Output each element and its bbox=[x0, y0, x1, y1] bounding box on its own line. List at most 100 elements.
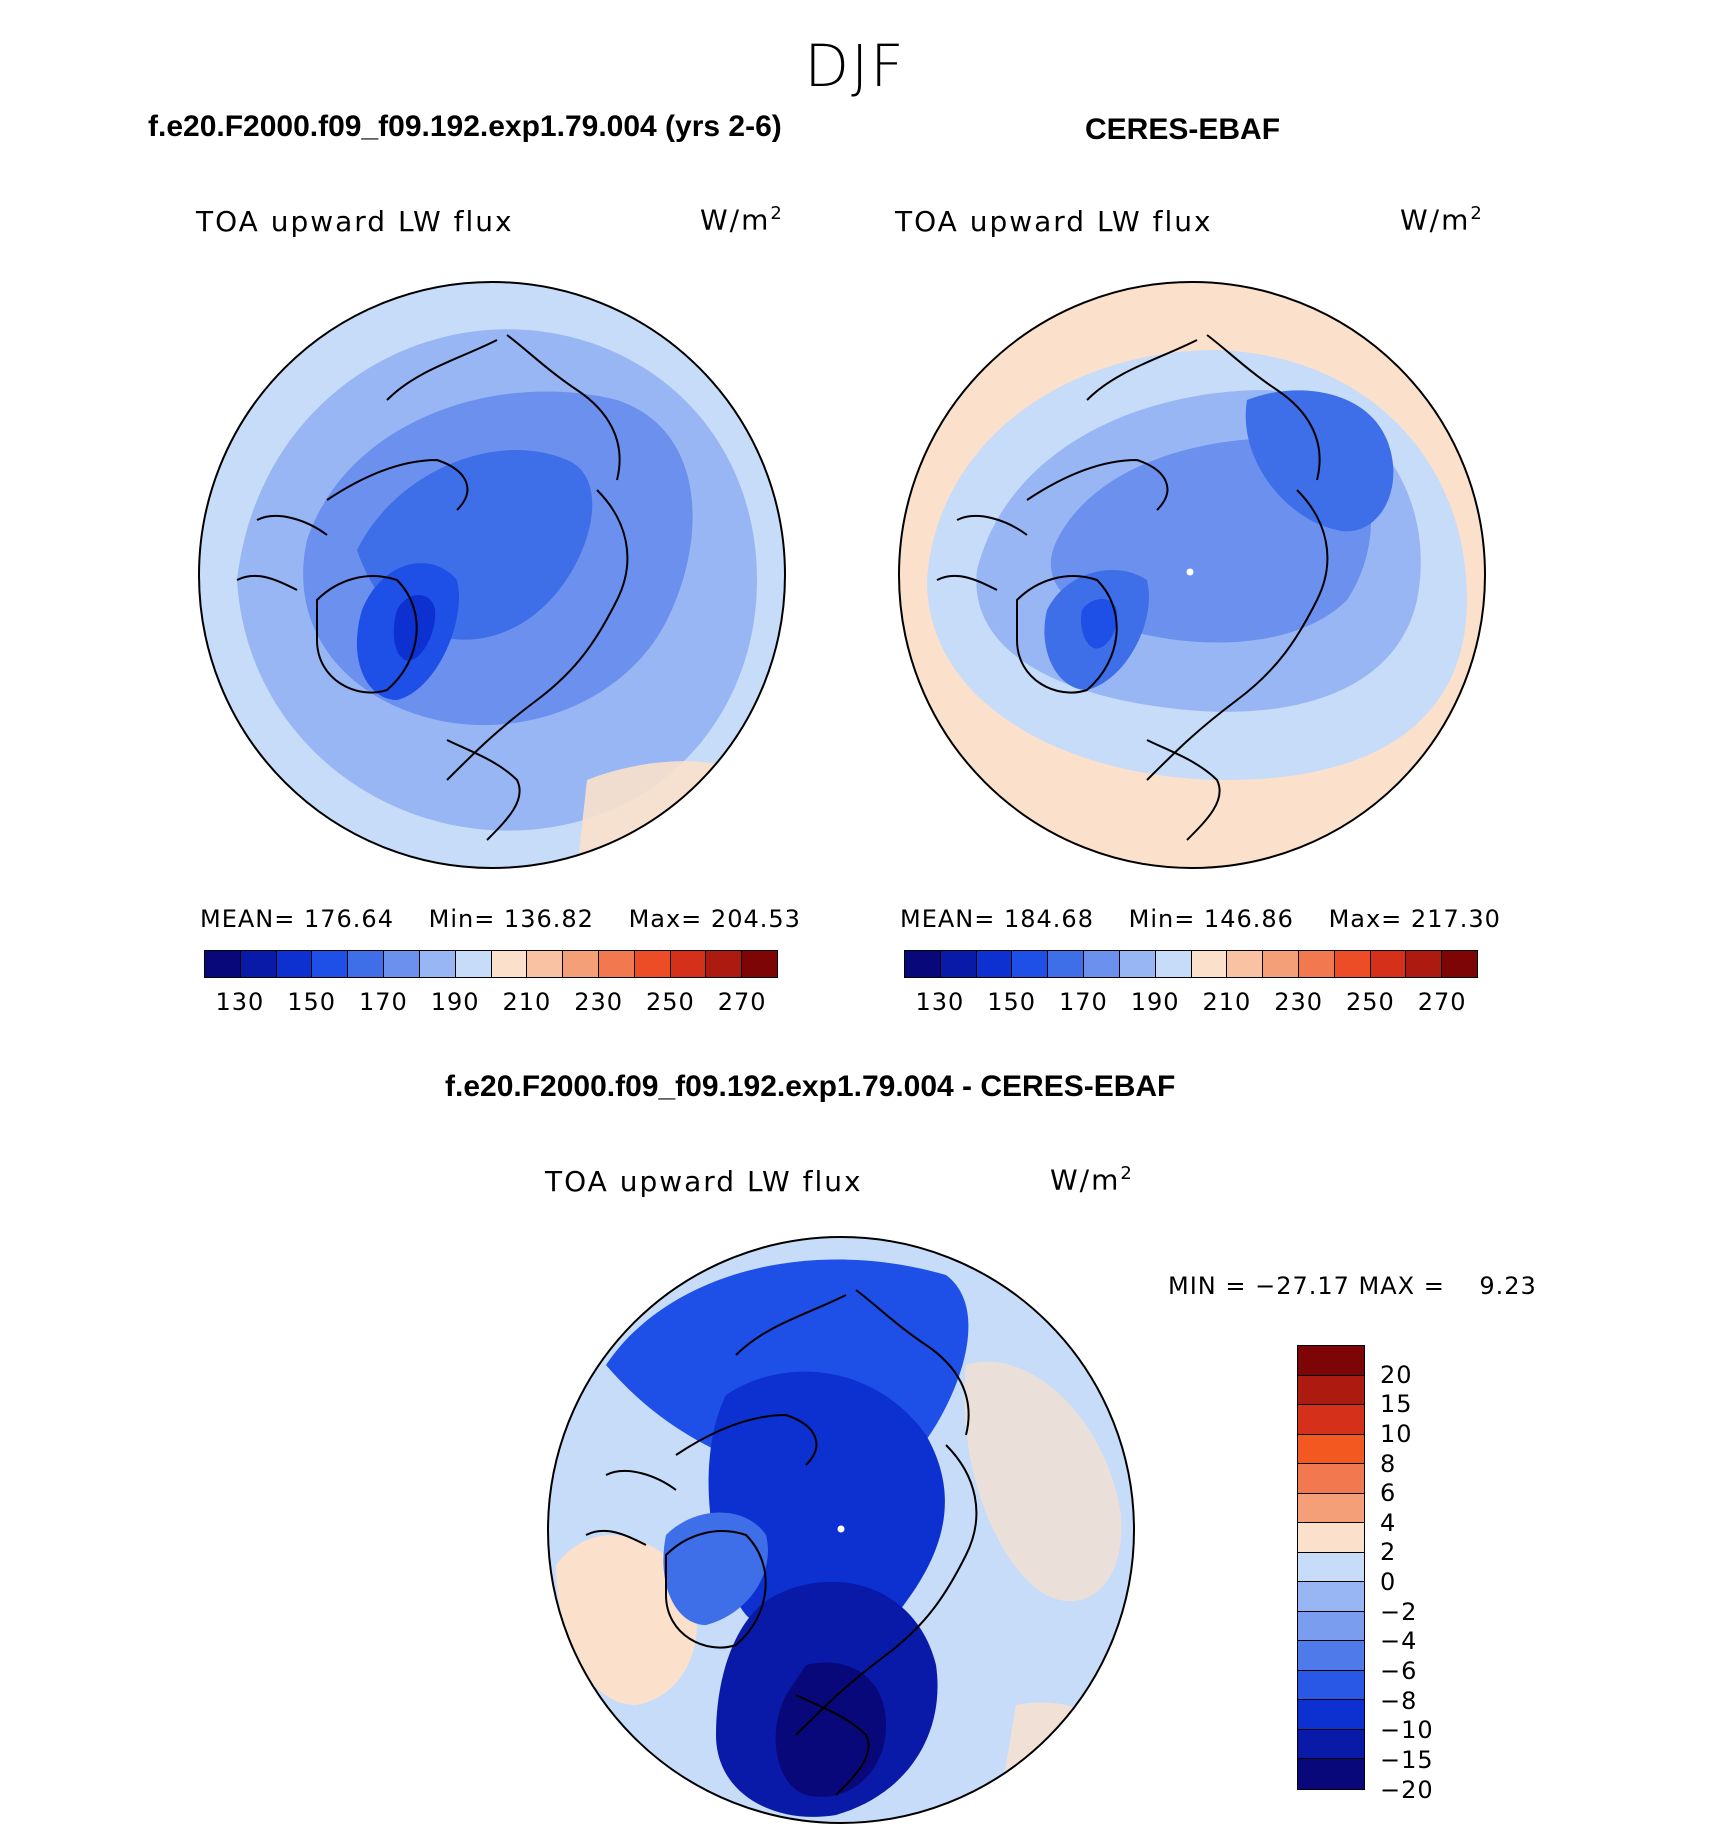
colorbar-tick-label: 2 bbox=[1380, 1538, 1397, 1567]
colorbar-tick-label: 190 bbox=[430, 988, 480, 1016]
colorbar-swatch bbox=[1298, 1729, 1364, 1759]
colorbar-swatch bbox=[1298, 1670, 1364, 1700]
colorbar-swatch bbox=[491, 951, 528, 977]
colorbar-swatch bbox=[1298, 1493, 1364, 1523]
obs-polar-map bbox=[897, 280, 1487, 870]
colorbar-swatch bbox=[1298, 1700, 1364, 1730]
colorbar-swatch bbox=[1084, 951, 1120, 977]
obs-coastlines bbox=[936, 334, 1329, 841]
colorbar-swatch bbox=[634, 951, 671, 977]
model-stats: MEAN= 176.64 Min= 136.82 Max= 204.53 bbox=[200, 905, 827, 933]
colorbar-swatch bbox=[1263, 951, 1299, 977]
colorbar-tick-label: −8 bbox=[1380, 1686, 1418, 1715]
colorbar-tick-label: −20 bbox=[1380, 1775, 1434, 1804]
diff-minmax: MIN = −27.17 MAX = 9.23 bbox=[1168, 1272, 1537, 1300]
model-panel-title: f.e20.F2000.f09_f09.192.exp1.79.004 (yrs… bbox=[148, 110, 782, 143]
colorbar-swatch bbox=[1442, 951, 1477, 977]
colorbar-tick-label: −2 bbox=[1380, 1597, 1418, 1626]
colorbar-swatch bbox=[1298, 1641, 1364, 1671]
diff-pole-marker bbox=[837, 1525, 845, 1533]
diff-colorbar-ticks: 20 15 10 8 6 4 2 0 −2 −4 −6 −8 −10 −15 −20 bbox=[1380, 1345, 1460, 1804]
obs-map-boundary bbox=[898, 281, 1486, 869]
colorbar-tick-label: 230 bbox=[574, 988, 624, 1016]
colorbar-swatch bbox=[1298, 1346, 1364, 1376]
colorbar-tick-label: 190 bbox=[1130, 988, 1180, 1016]
obs-pole-marker bbox=[1186, 568, 1194, 576]
diff-units-base: W/m bbox=[1050, 1163, 1121, 1197]
model-max: Max= 204.53 bbox=[628, 905, 801, 933]
colorbar-tick-label: −10 bbox=[1380, 1716, 1434, 1745]
colorbar-swatch bbox=[1334, 951, 1371, 977]
diff-colorbar bbox=[1297, 1345, 1365, 1790]
colorbar-tick-label: −6 bbox=[1380, 1656, 1418, 1685]
colorbar-swatch bbox=[940, 951, 977, 977]
colorbar-tick-label: 270 bbox=[717, 988, 767, 1016]
obs-mean: MEAN= 184.68 bbox=[900, 905, 1094, 933]
obs-map-svg bbox=[898, 281, 1486, 869]
obs-min: Min= 146.86 bbox=[1128, 905, 1294, 933]
colorbar-swatch bbox=[905, 951, 941, 977]
colorbar-swatch bbox=[419, 951, 456, 977]
colorbar-tick-label: 130 bbox=[915, 988, 965, 1016]
colorbar-tick-label: 250 bbox=[645, 988, 695, 1016]
colorbar-swatch bbox=[1191, 951, 1228, 977]
diff-field-warm-west bbox=[556, 1535, 697, 1705]
colorbar-tick-label: 270 bbox=[1417, 988, 1467, 1016]
model-coastlines bbox=[236, 334, 629, 841]
colorbar-tick-label: 8 bbox=[1380, 1449, 1397, 1478]
diff-map-boundary bbox=[547, 1236, 1135, 1824]
obs-variable-label: TOA upward LW flux bbox=[895, 205, 1213, 238]
colorbar-swatch bbox=[1298, 1523, 1364, 1553]
colorbar-tick-label: 0 bbox=[1380, 1568, 1397, 1597]
diff-field-min-core bbox=[775, 1662, 886, 1797]
colorbar-tick-label: 4 bbox=[1380, 1508, 1397, 1537]
colorbar-tick-label: 130 bbox=[215, 988, 265, 1016]
colorbar-tick-label: 20 bbox=[1380, 1360, 1413, 1389]
model-map-boundary bbox=[198, 281, 786, 869]
obs-colorbar-ticks: 130 150 170 190 210 230 250 270 bbox=[904, 988, 1478, 1018]
model-field-warm-patch bbox=[577, 761, 757, 868]
colorbar-tick-label: 150 bbox=[987, 988, 1037, 1016]
colorbar-swatch bbox=[455, 951, 492, 977]
diff-field-greenland-band bbox=[663, 1512, 768, 1625]
colorbar-swatch bbox=[1298, 951, 1335, 977]
colorbar-swatch bbox=[1155, 951, 1192, 977]
diff-coastlines bbox=[585, 1289, 978, 1796]
diff-field-warm-south bbox=[996, 1702, 1116, 1823]
colorbar-swatch bbox=[276, 951, 313, 977]
diff-field-central-band bbox=[708, 1371, 945, 1645]
colorbar-swatch bbox=[1298, 1464, 1364, 1494]
model-field-band-5 bbox=[393, 595, 436, 661]
colorbar-swatch bbox=[205, 951, 241, 977]
colorbar-tick-label: 170 bbox=[358, 988, 408, 1016]
model-units-label: W/m2 bbox=[700, 203, 784, 236]
colorbar-swatch bbox=[1370, 951, 1407, 977]
obs-units-base: W/m bbox=[1400, 203, 1471, 237]
colorbar-swatch bbox=[1298, 1552, 1364, 1582]
colorbar-tick-label: 230 bbox=[1274, 988, 1324, 1016]
model-map-svg bbox=[198, 281, 786, 869]
colorbar-swatch bbox=[240, 951, 277, 977]
diff-units-label: W/m2 bbox=[1050, 1163, 1134, 1196]
colorbar-tick-label: 210 bbox=[502, 988, 552, 1016]
model-mean: MEAN= 176.64 bbox=[200, 905, 394, 933]
diff-panel-title: f.e20.F2000.f09_f09.192.exp1.79.004 - CE… bbox=[445, 1070, 1176, 1103]
diff-variable-label: TOA upward LW flux bbox=[545, 1165, 863, 1198]
colorbar-tick-label: 170 bbox=[1058, 988, 1108, 1016]
colorbar-swatch bbox=[1298, 1405, 1364, 1435]
colorbar-swatch bbox=[312, 951, 349, 977]
colorbar-swatch bbox=[976, 951, 1013, 977]
colorbar-tick-label: −4 bbox=[1380, 1627, 1418, 1656]
colorbar-tick-label: 210 bbox=[1202, 988, 1252, 1016]
diff-map-svg bbox=[547, 1236, 1135, 1824]
colorbar-swatch bbox=[1406, 951, 1443, 977]
colorbar-swatch bbox=[598, 951, 635, 977]
model-min: Min= 136.82 bbox=[428, 905, 594, 933]
colorbar-swatch bbox=[563, 951, 599, 977]
colorbar-swatch bbox=[1298, 1759, 1364, 1789]
colorbar-swatch bbox=[348, 951, 385, 977]
colorbar-swatch bbox=[742, 951, 777, 977]
colorbar-swatch bbox=[1298, 1582, 1364, 1612]
colorbar-swatch bbox=[384, 951, 420, 977]
model-colorbar bbox=[204, 950, 778, 978]
